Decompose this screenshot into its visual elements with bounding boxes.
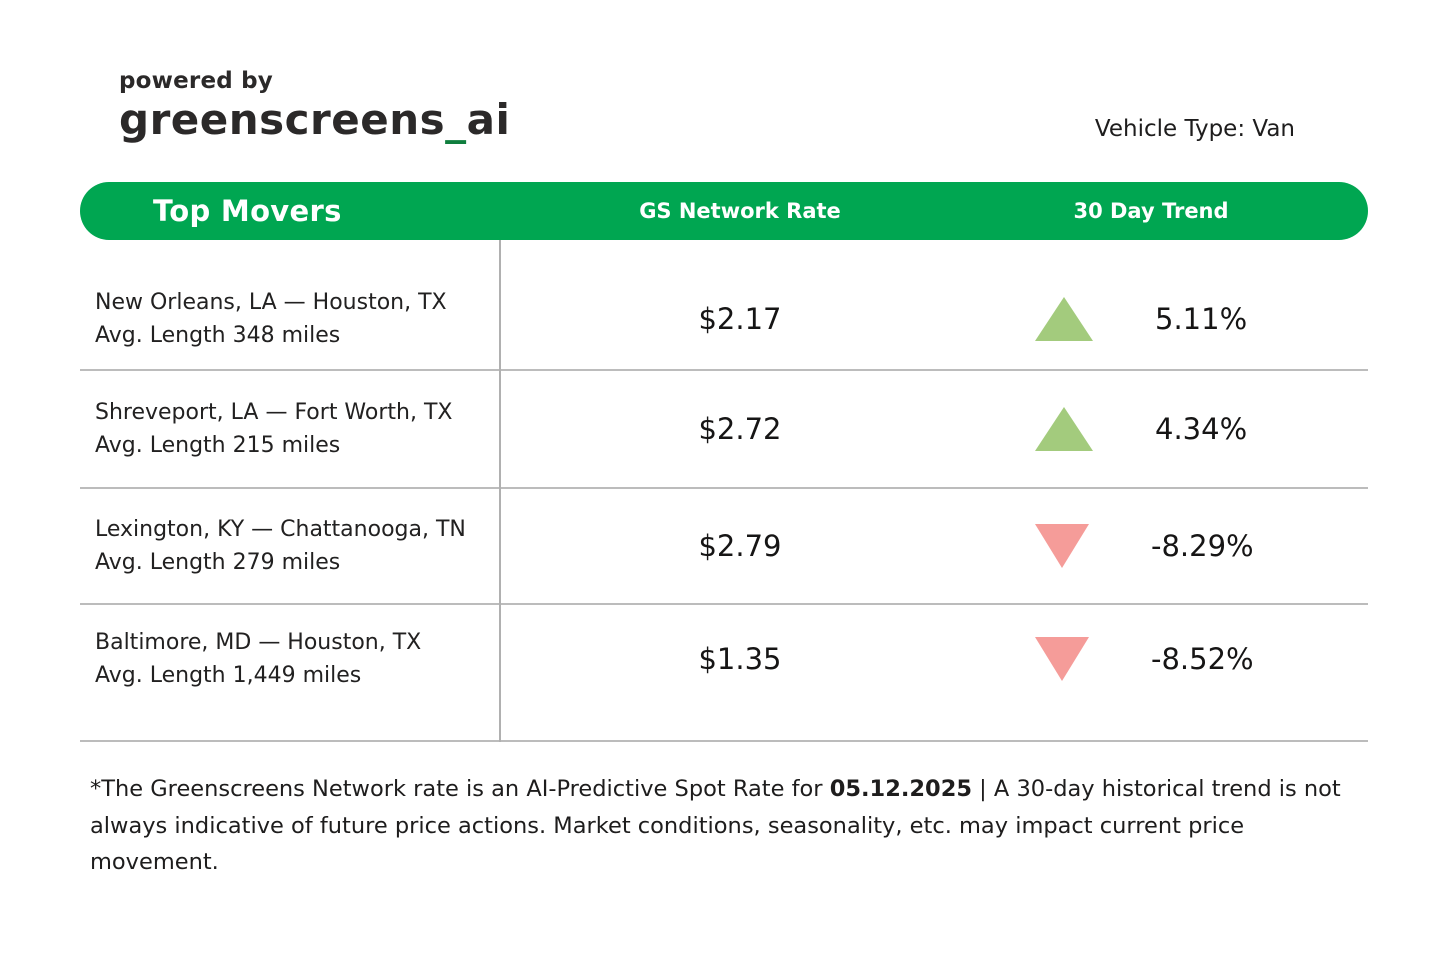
avg-length-label: Avg. Length 348 miles xyxy=(95,322,341,348)
trend-down-icon xyxy=(1035,636,1089,681)
table-header-bar: Top Movers GS Network Rate 30 Day Trend xyxy=(80,182,1368,240)
vehicle-type-label: Vehicle Type: Van xyxy=(1094,116,1295,142)
trend-cell: 4.34% xyxy=(980,407,1368,451)
footnote-text-end: | A 30-day historical trend is not alway… xyxy=(90,776,1341,875)
trend-value: 5.11% xyxy=(1155,301,1248,336)
route-label: New Orleans, LA — Houston, TX xyxy=(95,289,447,315)
route-label: Baltimore, MD — Houston, TX xyxy=(95,629,422,655)
trend-up-icon xyxy=(1035,296,1093,341)
brand-logo: powered by greenscreens_ai xyxy=(119,68,510,143)
column-header-top-movers: Top Movers xyxy=(153,194,342,228)
brand-suffix-text: ai xyxy=(466,95,511,144)
brand-wordmark: greenscreens_ai xyxy=(119,95,511,144)
rate-value: $1.35 xyxy=(698,641,782,676)
avg-length-label: Avg. Length 279 miles xyxy=(95,550,341,575)
rate-value: $2.72 xyxy=(698,412,782,446)
powered-by-label: powered by xyxy=(119,68,273,94)
column-header-gs-network-rate: GS Network Rate xyxy=(639,199,841,223)
rate-value: $2.17 xyxy=(698,301,782,336)
avg-length-label: Avg. Length 215 miles xyxy=(95,433,341,458)
brand-underscore-accent: _ xyxy=(445,95,467,144)
lane-cell: New Orleans, LA — Houston, TX Avg. Lengt… xyxy=(80,286,500,352)
trend-cell: -8.52% xyxy=(980,636,1368,681)
lane-cell: Baltimore, MD — Houston, TX Avg. Length … xyxy=(80,626,500,692)
rate-value: $2.79 xyxy=(698,529,782,563)
brand-main-text: greenscreens xyxy=(119,95,446,144)
footnote-text-start: *The Greenscreens Network rate is an AI-… xyxy=(90,776,830,802)
trend-value: 4.34% xyxy=(1155,412,1248,446)
lane-cell: Shreveport, LA — Fort Worth, TX Avg. Len… xyxy=(80,396,500,462)
table-row: Baltimore, MD — Houston, TX Avg. Length … xyxy=(80,605,1368,742)
route-label: Shreveport, LA — Fort Worth, TX xyxy=(95,400,453,425)
column-header-30-day-trend: 30 Day Trend xyxy=(1073,199,1229,223)
footnote: *The Greenscreens Network rate is an AI-… xyxy=(90,771,1358,881)
trend-up-icon xyxy=(1035,407,1093,451)
table-row: Shreveport, LA — Fort Worth, TX Avg. Len… xyxy=(80,371,1368,489)
trend-down-icon xyxy=(1035,524,1089,568)
column-divider-line xyxy=(499,240,501,742)
trend-value: -8.29% xyxy=(1151,529,1254,563)
top-movers-table: New Orleans, LA — Houston, TX Avg. Lengt… xyxy=(80,240,1368,742)
table-row: Lexington, KY — Chattanooga, TN Avg. Len… xyxy=(80,489,1368,605)
footnote-date: 05.12.2025 xyxy=(829,776,973,802)
trend-value: -8.52% xyxy=(1151,641,1254,676)
lane-cell: Lexington, KY — Chattanooga, TN Avg. Len… xyxy=(80,513,500,579)
table-row: New Orleans, LA — Houston, TX Avg. Lengt… xyxy=(80,240,1368,371)
avg-length-label: Avg. Length 1,449 miles xyxy=(95,662,362,688)
route-label: Lexington, KY — Chattanooga, TN xyxy=(95,517,466,542)
trend-cell: -8.29% xyxy=(980,524,1368,568)
trend-cell: 5.11% xyxy=(980,296,1368,341)
